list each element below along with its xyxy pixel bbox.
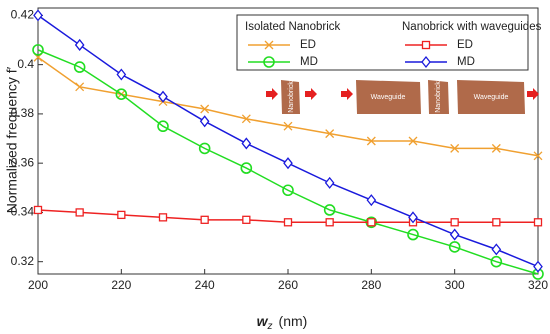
marker (366, 136, 376, 146)
nanobrick-shape (428, 80, 449, 114)
marker (199, 115, 210, 128)
marker (323, 204, 336, 216)
marker (157, 120, 169, 133)
x-axis-symbol: w (257, 313, 269, 329)
marker (491, 143, 501, 153)
inset-label: Waveguide (474, 94, 509, 101)
arrow (527, 88, 539, 100)
marker (533, 218, 543, 227)
marker (200, 104, 210, 114)
marker (325, 129, 335, 139)
marker (283, 121, 293, 131)
marker (407, 228, 419, 241)
legend-group-title: Isolated Nanobrick (245, 21, 340, 33)
nanobrick-shape (281, 80, 300, 114)
marker (282, 184, 294, 197)
marker (450, 218, 459, 227)
x-tick-label: 240 (195, 278, 215, 292)
marker (241, 114, 251, 124)
marker (421, 55, 431, 69)
marker (158, 213, 168, 222)
inset-label: Waveguide (371, 94, 406, 101)
marker (324, 176, 335, 189)
y-tick-label: 0.42 (11, 8, 35, 22)
inset-label: Nanobrick (435, 81, 442, 113)
y-tick-label: 0.4 (17, 57, 34, 71)
marker (116, 68, 127, 81)
marker (240, 162, 253, 174)
x-tick-label: 200 (28, 278, 48, 292)
marker (241, 137, 252, 150)
marker (33, 9, 43, 22)
marker (117, 210, 126, 220)
x-tick-label: 220 (111, 278, 131, 292)
x-tick-label: 320 (528, 278, 548, 292)
x-tick-label: 260 (278, 278, 298, 292)
y-tick-label: 0.38 (11, 106, 35, 120)
marker (408, 136, 418, 146)
marker (325, 218, 334, 227)
waveguide-shape (356, 80, 421, 114)
x-axis-title: wz (nm) (257, 313, 308, 332)
marker (449, 228, 460, 241)
legend-box (236, 14, 529, 71)
marker (200, 215, 209, 224)
marker (450, 143, 460, 153)
marker (421, 40, 431, 50)
marker (158, 90, 168, 103)
marker (490, 255, 503, 268)
legend-label: MD (457, 56, 475, 68)
marker (74, 38, 85, 51)
x-axis-unit: (nm) (279, 313, 308, 329)
marker (491, 243, 502, 256)
marker (115, 88, 128, 101)
inset: Nanobrick Waveguide Nanobrick Waveguide (266, 80, 539, 114)
series-line (37, 49, 539, 275)
arrow (341, 88, 353, 100)
y-tick-label: 0.32 (11, 254, 35, 268)
marker (198, 142, 211, 155)
marker (264, 40, 274, 50)
waveguide-shape (457, 80, 525, 114)
marker (367, 218, 376, 227)
marker (33, 205, 43, 215)
arrow (305, 88, 317, 100)
inset-label: Nanobrick (288, 81, 295, 113)
marker (533, 260, 543, 273)
x-axis-subscript: z (267, 321, 273, 332)
marker (408, 211, 418, 224)
marker (263, 56, 275, 68)
marker (533, 151, 543, 161)
y-tick-label: 0.34 (11, 205, 35, 219)
marker (492, 218, 501, 227)
marker (75, 82, 85, 92)
legend: Isolated Nanobrick Nanobrick with wavegui… (236, 14, 542, 71)
marker (73, 61, 86, 73)
y-axis-title: Normalized frequency f′ (4, 66, 20, 213)
legend-label: ED (300, 39, 316, 51)
marker (75, 208, 84, 217)
marker (366, 194, 377, 207)
marker (283, 157, 293, 170)
marker (448, 241, 461, 253)
x-tick-label: 280 (361, 278, 381, 292)
marker (32, 44, 44, 56)
legend-label: MD (300, 56, 318, 68)
y-tick-label: 0.36 (11, 155, 35, 169)
x-tick-label: 300 (445, 278, 465, 292)
marker (283, 218, 293, 227)
legend-label: ED (457, 39, 473, 51)
marker (242, 215, 251, 224)
legend-group-title: Nanobrick with waveguides (402, 21, 542, 33)
arrow (266, 88, 278, 100)
